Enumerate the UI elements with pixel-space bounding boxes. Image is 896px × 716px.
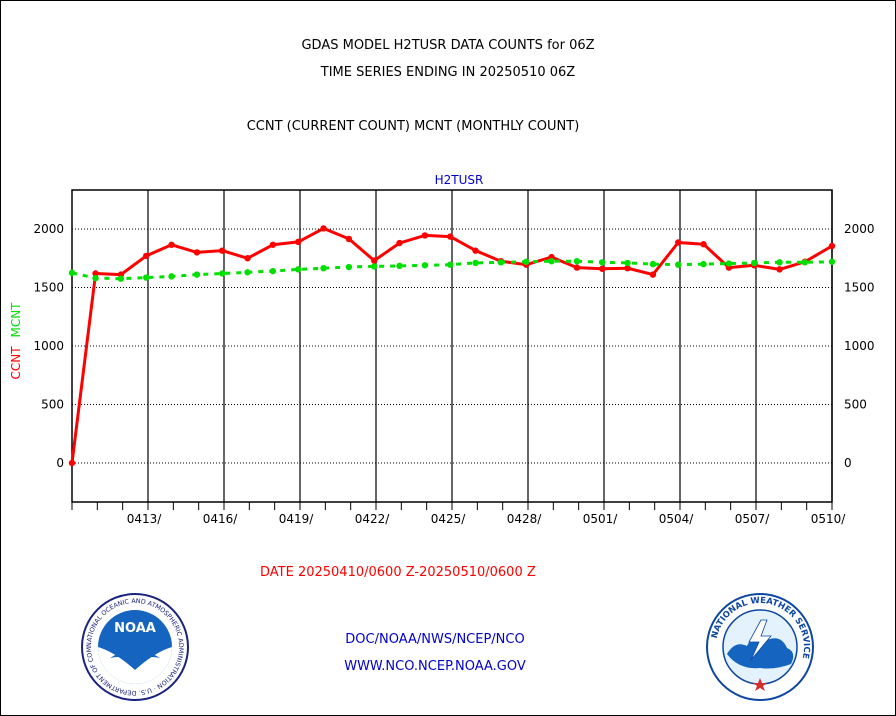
ccnt-point (320, 225, 327, 232)
subtitle: TIME SERIES ENDING IN 20250510 06Z (320, 65, 576, 80)
ccnt-point (244, 255, 251, 262)
mcnt-point (523, 258, 530, 265)
ccnt-point (269, 241, 277, 248)
x-tick-label: 0504/ (659, 512, 695, 526)
mcnt-point (801, 259, 809, 266)
y-axis-label-mcnt: MCNT (9, 302, 23, 338)
y-axis-label-group: CCNT MCNT (9, 302, 23, 380)
y-tick-left-1500: 1500 (33, 281, 64, 295)
noaa-logo: NOAA NATIONAL OCEANIC AND ATMOSPHERIC AD… (80, 592, 189, 701)
mcnt-point (828, 258, 836, 265)
date-range-label: DATE 20250410/0600 Z-20250510/0600 Z (260, 565, 536, 580)
mcnt-point (295, 266, 302, 273)
mcnt-point (396, 262, 403, 270)
mcnt-point (497, 259, 505, 266)
ccnt-point (68, 459, 76, 467)
noaa-logo-text: NOAA (114, 621, 156, 636)
x-tick-label: 0422/ (355, 512, 391, 526)
x-tick-label: 0510/ (811, 512, 847, 526)
mcnt-point (193, 271, 201, 278)
ccnt-point (573, 264, 581, 271)
mcnt-point (472, 259, 479, 267)
ccnt-point (193, 249, 201, 256)
axis-layer (71, 189, 833, 510)
ccnt-point (219, 247, 226, 254)
mcnt-point (345, 263, 353, 271)
main-title: GDAS MODEL H2TUSR DATA COUNTS for 06Z (301, 38, 595, 53)
ccnt-point (421, 232, 429, 239)
ccnt-point (624, 264, 631, 272)
ccnt-point (447, 233, 454, 240)
x-tick-label: 0416/ (203, 512, 239, 526)
y-tick-right-500: 500 (844, 398, 867, 412)
mcnt-point (751, 259, 758, 267)
ccnt-point (371, 257, 378, 264)
ccnt-point (649, 271, 657, 278)
mcnt-point (219, 270, 226, 277)
mcnt-point (421, 262, 429, 269)
ccnt-point (295, 238, 302, 246)
mcnt-point (320, 264, 327, 272)
ccnt-point (168, 241, 175, 248)
mcnt-point (269, 267, 277, 275)
ccnt-point (828, 242, 836, 250)
y-tick-right-0: 0 (844, 456, 852, 470)
mcnt-point (649, 260, 657, 268)
y-tick-left-2000: 2000 (33, 222, 64, 236)
nws-logo: NATIONAL WEATHER SERVICE (706, 593, 814, 701)
x-tick-label: 0425/ (431, 512, 467, 526)
x-tick-label: 0413/ (127, 512, 163, 526)
mcnt-point (624, 259, 631, 267)
y-tick-right-1500: 1500 (844, 281, 875, 295)
mcnt-point (92, 274, 99, 282)
y-axis-label-ccnt: CCNT (9, 346, 23, 380)
mcnt-point (700, 260, 707, 268)
footer-org-path: DOC/NOAA/NWS/NCEP/NCO (345, 632, 525, 647)
mcnt-point (573, 257, 581, 265)
chart-inner-title: H2TUSR (435, 173, 484, 187)
y-tick-left-0: 0 (56, 456, 64, 470)
x-tick-label: 0419/ (279, 512, 315, 526)
mcnt-point (675, 261, 682, 268)
mcnt-point (143, 274, 150, 281)
mcnt-point (371, 263, 378, 270)
ccnt-point (599, 265, 606, 272)
mcnt-point (725, 260, 733, 267)
ccnt-point (143, 252, 150, 260)
mcnt-point (117, 275, 125, 282)
ccnt-point (345, 235, 353, 243)
ccnt-point (92, 270, 99, 277)
legend-description: CCNT (CURRENT COUNT) MCNT (MONTHLY COUNT… (246, 119, 580, 134)
x-tick-label: 0428/ (507, 512, 543, 526)
ccnt-point (700, 241, 707, 248)
x-tick-label: 0501/ (583, 512, 619, 526)
y-tick-left-1000: 1000 (33, 339, 64, 353)
y-tick-left-500: 500 (41, 398, 64, 412)
mcnt-point (244, 269, 251, 276)
mcnt-point (447, 261, 454, 268)
mcnt-point (168, 273, 175, 280)
x-tick-label: 0507/ (735, 512, 771, 526)
ccnt-point (776, 266, 783, 273)
mcnt-point (599, 259, 606, 266)
ccnt-point (675, 239, 682, 246)
footer-website: WWW.NCO.NCEP.NOAA.GOV (344, 659, 526, 674)
mcnt-point (548, 257, 555, 265)
y-tick-right-1000: 1000 (844, 339, 875, 353)
y-tick-right-2000: 2000 (844, 222, 875, 236)
mcnt-point (776, 259, 783, 266)
series-layer (68, 225, 836, 467)
mcnt-point (68, 269, 76, 277)
ccnt-point (472, 247, 479, 254)
label-layer: 0 0 500 500 1000 1000 1500 1500 2000 2000 0413/041… (9, 173, 875, 526)
ccnt-point (396, 239, 403, 247)
